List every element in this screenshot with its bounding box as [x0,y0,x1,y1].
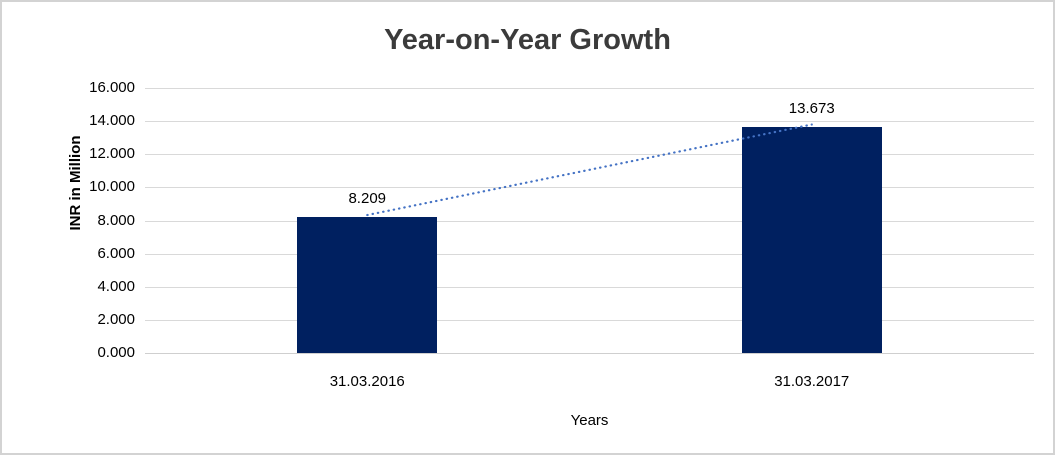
gridline [145,220,1034,222]
y-axis-tick-label: 2.000 [97,310,135,328]
y-axis-tick-label: 14.000 [89,112,135,130]
bar-value-label: 13.673 [788,99,835,117]
y-axis-tick-label: 8.000 [97,211,135,229]
gridline [145,253,1034,255]
gridline [145,88,1034,89]
gridline [145,286,1034,288]
bar-31.03.2017 [741,126,882,353]
gridline [145,121,1034,123]
bar-value-label: 8.209 [348,190,387,208]
y-axis-tick-label: 16.000 [89,79,135,96]
x-axis-tick-label: 31.03.2016 [329,373,405,390]
y-axis-tick-label: 0.000 [97,344,135,361]
y-axis-tick-label: 12.000 [89,145,135,163]
gridline [145,187,1034,189]
bar-31.03.2016 [297,217,438,353]
x-axis-line [145,353,1034,354]
y-axis-tick-label: 4.000 [97,277,135,295]
chart-title: Year-on-Year Growth [384,24,671,56]
gridline [145,154,1034,156]
gridline [145,319,1034,321]
y-axis-tick-label: 10.000 [89,178,135,196]
x-axis-title: Years [570,412,609,429]
y-axis-tick-label: 6.000 [97,244,135,262]
x-axis-tick-label: 31.03.2017 [774,373,850,390]
